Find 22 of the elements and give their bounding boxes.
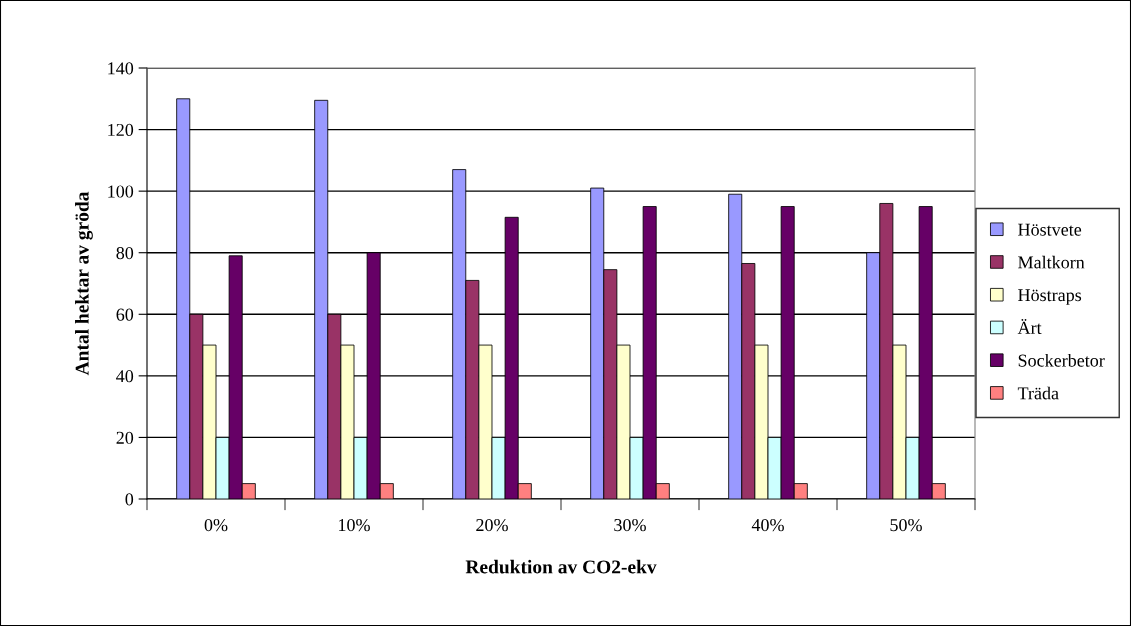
x-tick-label: 20% — [476, 518, 508, 532]
x-tick-label: 30% — [614, 518, 646, 532]
legend-label: Maltkorn — [1018, 255, 1085, 269]
y-axis-title: Antal hektar av gröda — [75, 191, 93, 376]
y-tick-label: 80 — [116, 246, 134, 260]
x-axis-title: Reduktion av CO2-ekv — [465, 559, 657, 574]
y-tick-label: 140 — [108, 62, 134, 75]
x-tick-label: 0% — [204, 518, 228, 532]
legend-label: Sockerbetor — [1018, 353, 1105, 367]
legend-label: Höstraps — [1018, 289, 1082, 305]
y-tick-label: 0 — [125, 493, 134, 506]
y-tick-label: 100 — [108, 185, 134, 198]
x-tick-label: 50% — [890, 518, 922, 532]
legend-label: Ärt — [1017, 319, 1042, 334]
y-tick-label: 40 — [116, 370, 134, 383]
y-tick-label: 60 — [116, 308, 134, 321]
y-tick-label: 120 — [108, 123, 134, 137]
x-tick-label: 10% — [339, 518, 370, 532]
y-tick-label: 20 — [116, 431, 134, 444]
legend-label: Träda — [1017, 386, 1059, 400]
legend-label: Höstvete — [1018, 223, 1082, 236]
x-tick-label: 40% — [751, 518, 784, 532]
